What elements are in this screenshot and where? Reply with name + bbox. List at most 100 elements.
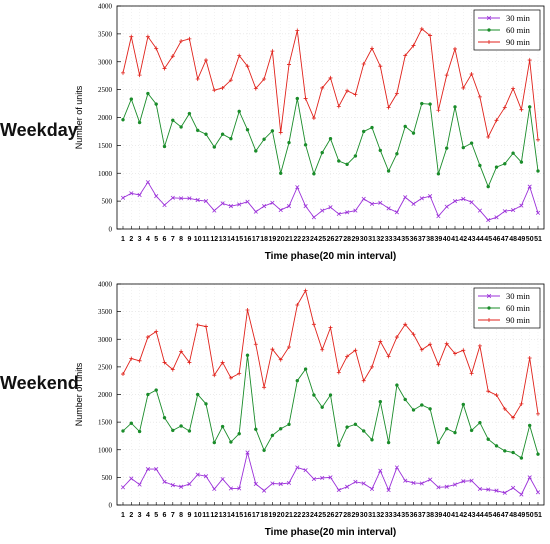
chart0-series-1-point-35 <box>411 131 416 135</box>
chart1-series-0-point-24 <box>320 475 325 481</box>
chart0-series-2-point-14 <box>237 53 242 58</box>
chart0-series-1-point-12 <box>220 132 225 136</box>
chart1-xtick-label-31: 32 <box>376 512 384 519</box>
chart0-legend-label-1: 60 min <box>506 25 531 35</box>
chart0-series-0-point-48 <box>519 203 524 208</box>
chart0-xtick-label-45: 46 <box>493 236 501 243</box>
chart1-xtick-label-10: 11 <box>202 512 210 519</box>
chart0-legend-label-2: 90 min <box>506 37 531 47</box>
weekend-panel: Weekend 0 500 1000 1500 2000 2500 3000 3500 4000… <box>0 272 550 544</box>
chart1-xtick-label-0: 1 <box>121 512 125 519</box>
chart1-series-0-point-46 <box>502 490 507 495</box>
chart1-series-2-point-12 <box>220 360 225 365</box>
chart1-series-0-point-45 <box>494 488 499 493</box>
chart1-series-1-point-0 <box>121 429 125 433</box>
chart0-series-1-point-33 <box>395 151 399 156</box>
chart0-series-0-point-49 <box>527 184 532 189</box>
chart1-series-0-point-38 <box>436 485 441 490</box>
chart1-xtick-label-18: 19 <box>269 512 277 519</box>
chart0-series-2-point-10 <box>204 58 208 63</box>
chart1-series-0-point-37 <box>428 477 433 482</box>
chart0-series-0-point-44 <box>486 217 491 223</box>
chart0-series-0-point-8 <box>187 196 192 201</box>
chart1-series-1-point-10 <box>204 402 208 406</box>
chart1-xtick-label-33: 34 <box>393 512 401 519</box>
chart1-series-0-point-29 <box>361 481 366 486</box>
chart0-series-0-point-4 <box>154 194 159 199</box>
chart0-series-1-point-13 <box>229 136 233 141</box>
chart1-series-0-point-47 <box>511 485 516 490</box>
chart0-series-1-point-19 <box>278 171 283 175</box>
chart0-xtick-label-3: 4 <box>146 236 150 243</box>
chart1-series-0-point-7 <box>179 484 184 489</box>
chart1-series-2-point-46 <box>502 406 507 411</box>
chart1-series-0-point-11 <box>212 486 217 492</box>
chart0-series-2-point-8 <box>187 36 192 41</box>
chart0-ytick-label-3: 1500 <box>98 142 113 150</box>
chart1-series-0-point-34 <box>403 478 408 483</box>
chart0-series-0-point-0 <box>120 195 126 200</box>
chart0-xtick-label-44: 45 <box>484 236 492 243</box>
chart1-series-2-point-7 <box>179 349 184 354</box>
chart0-series-1-point-18 <box>270 129 275 133</box>
chart1-series-2-point-31 <box>378 339 383 344</box>
chart1-ytick-label-5: 2500 <box>98 363 113 371</box>
chart0-series-1-point-46 <box>503 162 507 166</box>
chart0-series-1-point-4 <box>154 102 158 106</box>
chart1-series-2-point-32 <box>386 354 391 359</box>
chart0-series-1-point-0 <box>121 117 125 122</box>
chart0-series-0-point-41 <box>461 196 466 201</box>
chart0-series-0-point-2 <box>137 192 142 198</box>
chart1-series-1-point-13 <box>229 440 233 444</box>
chart1-xtick-label-6: 7 <box>171 512 175 519</box>
chart1-xtick-label-3: 4 <box>146 512 150 519</box>
chart0-xtick-label-31: 32 <box>376 236 384 243</box>
chart0-series-2-point-29 <box>361 61 366 66</box>
chart1-legend-marker-2 <box>487 318 491 322</box>
chart0-xtick-label-19: 20 <box>277 236 285 243</box>
chart1-series-0-point-15 <box>245 450 250 455</box>
chart0-legend-marker-2 <box>487 40 491 44</box>
chart1-series-2-point-48 <box>519 401 524 406</box>
chart1-series-0-point-16 <box>253 481 258 487</box>
chart1-xtick-label-42: 43 <box>468 512 476 519</box>
chart0-xtick-label-22: 23 <box>302 236 310 243</box>
chart1-series-1-point-11 <box>212 440 217 445</box>
chart1-series-0-point-43 <box>477 486 482 492</box>
chart0-series-2-point-9 <box>195 77 200 82</box>
chart0-series-1-point-10 <box>204 132 208 136</box>
chart1-series-0-point-22 <box>303 468 308 473</box>
chart1-xtick-label-21: 22 <box>293 512 301 519</box>
chart1-xtick-label-17: 18 <box>260 512 268 519</box>
chart1-series-0-point-8 <box>187 481 192 487</box>
chart0-series-2-point-34 <box>403 53 408 58</box>
chart0-series-0-point-46 <box>502 209 507 214</box>
chart0-series-1-point-3 <box>146 91 150 96</box>
chart1-xtick-label-47: 48 <box>509 512 517 519</box>
chart1-xtick-label-40: 41 <box>451 512 459 519</box>
chart1-series-1-point-26 <box>337 443 341 448</box>
chart0-series-0-point-30 <box>369 201 375 206</box>
chart0-series-1-point-38 <box>436 172 441 176</box>
chart1-xtick-label-37: 38 <box>426 512 434 519</box>
chart0-series-2-point-38 <box>436 108 441 113</box>
chart1-series-1-point-44 <box>486 437 490 442</box>
chart1-series-2-point-8 <box>187 360 192 365</box>
chart1-series-1-point-48 <box>519 456 524 460</box>
chart1-series-0-point-9 <box>195 472 200 477</box>
chart0-series-0-point-14 <box>237 202 242 207</box>
chart1-series-2-point-1 <box>129 356 134 361</box>
chart0-series-2-point-41 <box>461 85 466 90</box>
chart1-series-2-point-30 <box>370 364 374 369</box>
chart1-xtick-label-43: 44 <box>476 512 484 519</box>
chart1-series-2-point-0 <box>121 372 125 377</box>
chart0-series-1-point-43 <box>478 163 482 168</box>
chart0-series-2-point-26 <box>336 104 341 109</box>
chart1-xtick-label-32: 33 <box>385 512 393 519</box>
chart0-xtick-label-28: 29 <box>352 236 360 243</box>
chart1-series-1-point-1 <box>129 421 134 425</box>
chart0-series-1-point-5 <box>162 144 167 149</box>
chart1-series-2-point-33 <box>394 335 399 340</box>
chart1-series-2-point-41 <box>461 348 466 353</box>
